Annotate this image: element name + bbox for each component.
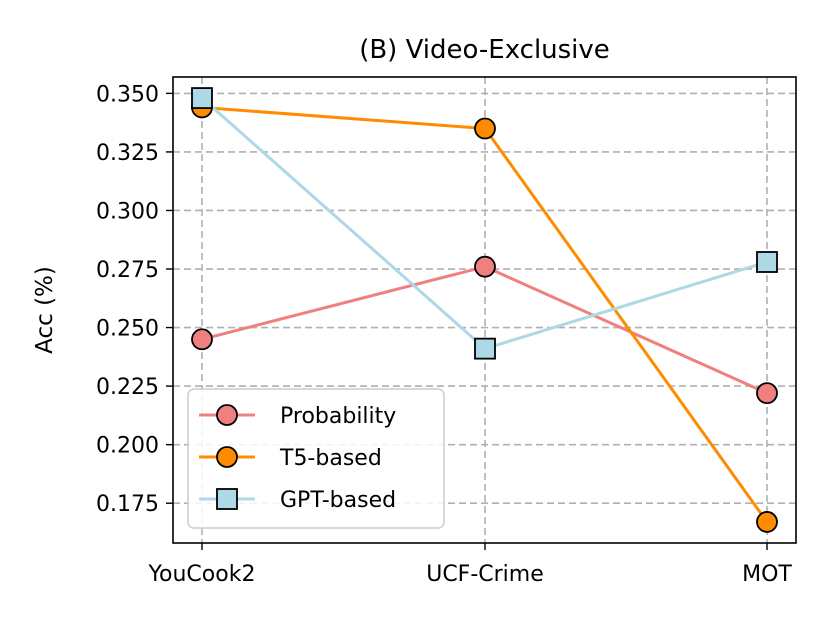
x-tick-label: UCF-Crime (426, 562, 544, 587)
legend-marker (216, 404, 238, 426)
legend-label: GPT-based (280, 488, 396, 513)
legend-label: Probability (280, 404, 396, 429)
series-layer (191, 87, 778, 533)
y-tick-label: 0.325 (96, 141, 159, 166)
y-tick-label: 0.175 (96, 492, 159, 517)
legend-entry: T5-based (199, 446, 382, 471)
data-point (191, 87, 213, 109)
data-point (756, 382, 778, 405)
x-tick-label: MOT (742, 562, 792, 587)
legend-entry: GPT-based (199, 488, 396, 513)
data-point (474, 255, 496, 278)
series-gpt-based (191, 87, 778, 360)
x-tick-label: YouCook2 (148, 562, 256, 587)
data-point (474, 337, 496, 360)
legend: Probability T5-based GPT-based (187, 388, 445, 529)
data-point (474, 117, 496, 140)
axes: 0.175 0.200 0.225 0.250 0.275 0.300 0.325 0.350… (96, 82, 792, 587)
y-tick-label: 0.300 (96, 199, 159, 224)
y-tick-label: 0.225 (96, 375, 159, 400)
legend-marker (216, 488, 238, 510)
chart-title: (B) Video-Exclusive (359, 35, 610, 65)
legend-label: T5-based (279, 446, 382, 471)
legend-entry: Probability (199, 404, 396, 429)
legend-marker (216, 446, 238, 468)
series-probability (191, 255, 778, 405)
y-tick-label: 0.350 (96, 82, 159, 107)
y-tick-label: 0.275 (96, 258, 159, 283)
legend-box (187, 388, 445, 529)
data-point (756, 511, 778, 533)
y-axis-label: Acc (%) (32, 266, 58, 354)
y-tick-label: 0.250 (96, 317, 159, 342)
data-point (756, 251, 778, 273)
y-tick-label: 0.200 (96, 434, 159, 459)
data-point (191, 328, 213, 351)
